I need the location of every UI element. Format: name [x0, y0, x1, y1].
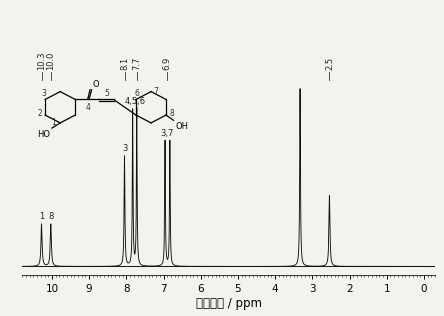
Text: 3,7: 3,7 [161, 129, 174, 138]
Text: 2.5: 2.5 [325, 57, 334, 70]
Text: 8.1: 8.1 [120, 57, 129, 70]
Text: 7.7: 7.7 [132, 57, 141, 70]
Text: 6.9: 6.9 [163, 57, 172, 70]
Text: 8: 8 [48, 212, 54, 221]
Text: 1: 1 [39, 212, 44, 221]
Text: 10.3: 10.3 [37, 52, 46, 70]
Text: 10.0: 10.0 [46, 52, 56, 70]
X-axis label: 化学位移 / ppm: 化学位移 / ppm [196, 297, 262, 310]
Text: 3: 3 [122, 144, 127, 153]
Text: 4,5,6: 4,5,6 [124, 97, 145, 106]
